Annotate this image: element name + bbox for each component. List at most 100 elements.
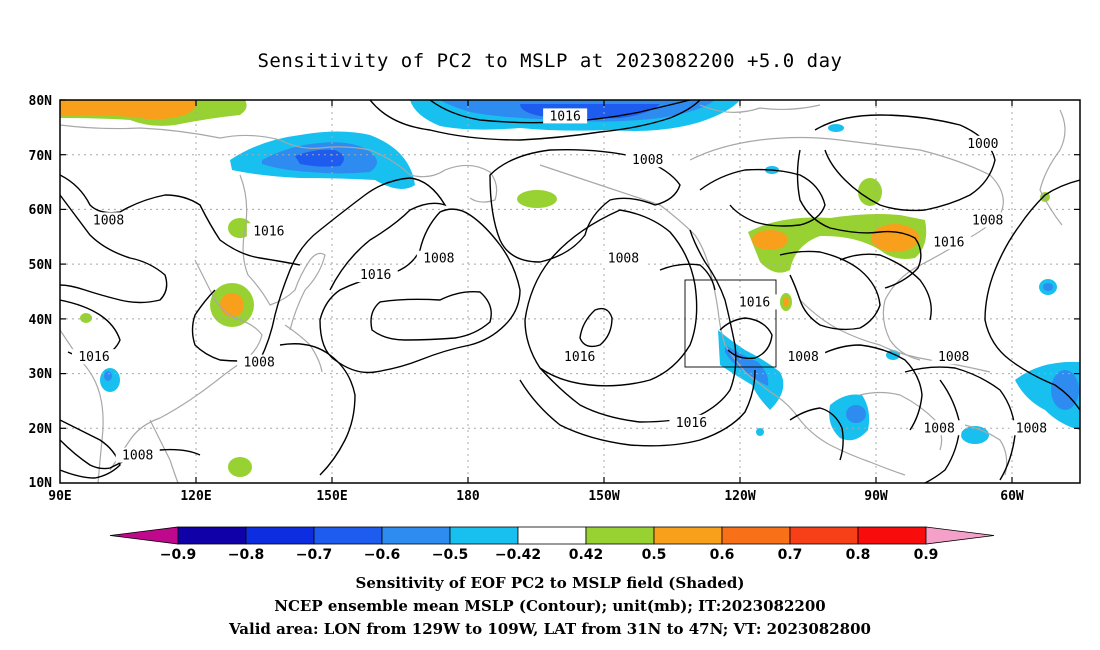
contour-label: 1016 [933,235,964,250]
lat-label: 70N [29,149,53,164]
map-title: Sensitivity of PC2 to MSLP at 2023082200… [257,50,843,72]
contour-label-bg [237,354,282,370]
contour-label: 1016 [253,224,284,239]
contour-label: 1008 [923,421,954,436]
colorbar: −0.9 −0.8 −0.7 −0.6 −0.5 −0.42 0.42 0.5 0.6 0.7 0.… [109,526,995,563]
contour-label-bg [115,447,160,463]
contour-label-bg [353,267,398,283]
contour-label-bg [72,349,116,365]
lon-label: 150W [588,489,619,504]
contour-label: 1008 [972,213,1003,228]
lon-label: 90W [864,489,888,504]
colorbar-swatch [313,526,383,545]
contour-label-bg [1009,420,1054,436]
colorbar-swatch [857,526,927,545]
lon-label: 120E [180,489,211,504]
positive-shade [60,100,197,120]
contour-label: 1016 [549,109,580,124]
colorbar-swatch [449,526,519,545]
contour-label-bg [781,349,826,365]
colorbar-swatch [789,526,859,545]
colorbar-tick-label: −0.42 [495,547,541,563]
colorbar-swatch [245,526,315,545]
colorbar-swatch [177,526,247,545]
colorbar-tick-label: 0.6 [710,547,735,563]
colorbar-swatch [653,526,723,545]
colorbar-tick-label: −0.6 [364,547,401,563]
contour-label-bg [965,212,1010,228]
contour-label-bg [416,250,461,266]
map-frame [59,99,1081,484]
contour-label-bg [960,135,1005,151]
coastlines [60,104,1066,483]
contour-label: 1016 [78,350,109,365]
caption-line-1: Sensitivity of EOF PC2 to MSLP field (Sh… [355,574,745,592]
contour-label-bg [931,349,976,365]
longitude-labels: 90E 120E 150E 180 150W 120W 90W 60W [48,489,1024,504]
colorbar-swatch [517,526,587,545]
contour-label-bg [669,414,714,430]
positive-shade [220,293,244,317]
contour-label: 1016 [739,295,770,310]
map-plot-area [60,100,1080,483]
contour-label: 1008 [608,252,639,267]
colorbar-tick-label: −0.7 [296,547,333,563]
colorbar-left-arrow [109,526,179,545]
negative-shade [828,124,844,132]
positive-shade [228,457,252,477]
contour-label: 1016 [676,416,707,431]
contour-label-bg [917,420,962,436]
positive-shade [752,230,788,250]
negative-shade [295,149,344,167]
contour-label-bg [732,294,777,310]
colorbar-swatch [721,526,791,545]
contour-label: 1000 [967,137,998,152]
colorbar-swatch [381,526,451,545]
lat-label: 40N [29,313,53,328]
positive-shade [517,190,557,208]
contour-label-bg [246,223,291,239]
colorbar-tick-label: 0.9 [914,547,939,563]
lon-label: 120W [724,489,755,504]
positive-shade [80,313,92,323]
contour-label-bg [601,250,646,266]
caption-line-3: Valid area: LON from 129W to 109W, LAT f… [229,620,871,638]
contour-label-bg [926,234,971,250]
negative-shade [846,405,866,423]
contour-label: 1008 [122,449,153,464]
negative-shade [756,428,764,436]
latitude-labels: 80N 70N 60N 50N 40N 30N 20N 10N [29,94,53,491]
lat-label: 10N [29,476,53,491]
lon-label: 180 [456,489,480,504]
lat-label: 20N [29,422,53,437]
lat-label: 80N [29,94,53,109]
colorbar-swatch [585,526,655,545]
colorbar-tick-label: 0.8 [846,547,871,563]
negative-shade [104,371,112,381]
contour-label-bg [543,108,588,124]
contour-label-bg [86,212,131,228]
contour-labels: 1016 1008 1000 1008 1016 1008 1016 1008 1008 1016… [72,108,1054,464]
contour-label-bg [625,152,670,168]
contour-label: 1016 [360,268,391,283]
lon-label: 150E [316,489,347,504]
positive-shade [858,178,882,206]
caption-line-2: NCEP ensemble mean MSLP (Contour); unit(… [274,597,826,615]
colorbar-tick-label: 0.5 [642,547,667,563]
positive-shade [871,224,919,252]
valid-area-box [684,279,777,368]
contour-label: 1008 [1016,421,1047,436]
mslp-contours [60,100,1080,483]
colorbar-tick-label: −0.5 [432,547,469,563]
contour-label: 1008 [423,252,454,267]
lat-label: 60N [29,203,53,218]
lat-label: 50N [29,258,53,273]
contour-label: 1008 [632,153,663,168]
contour-label: 1008 [243,356,274,371]
colorbar-tick-label: −0.8 [228,547,265,563]
colorbar-tick-label: 0.42 [569,547,604,563]
positive-shade [783,297,789,307]
contour-label: 1016 [564,350,595,365]
lon-label: 60W [1000,489,1024,504]
